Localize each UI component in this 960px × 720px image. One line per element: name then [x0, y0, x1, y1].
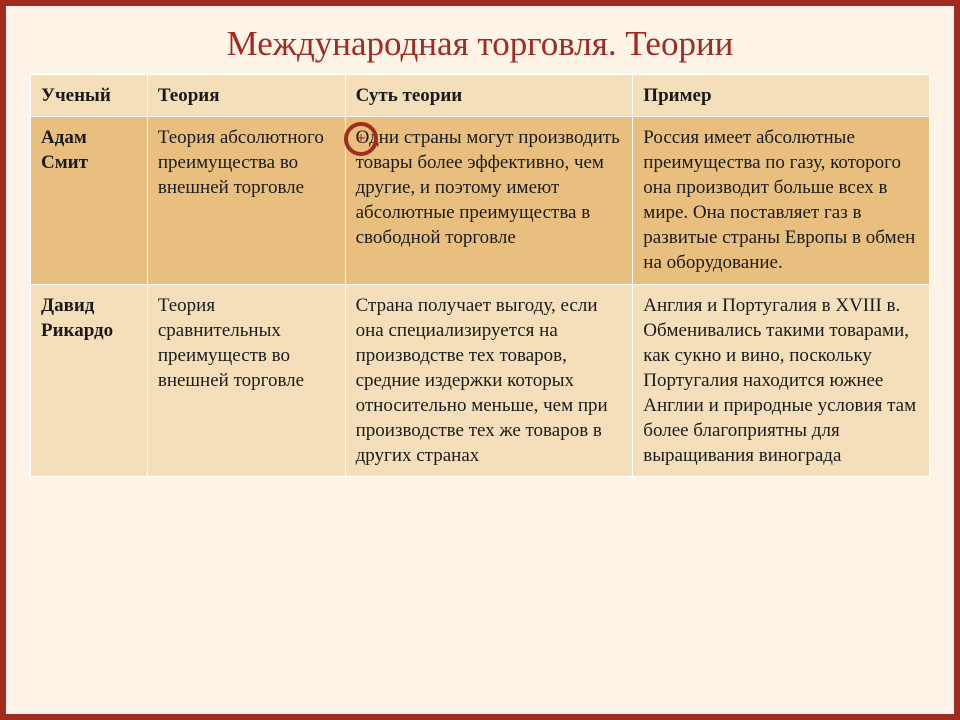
cell-essence: Страна получает выгоду, если она специал…	[345, 284, 633, 477]
cell-theory: Теория абсолютного преимущества во внешн…	[147, 117, 345, 284]
col-header-essence: Суть теории	[345, 75, 633, 117]
table-row: Давид Рикардо Теория сравнительных преим…	[31, 284, 930, 477]
cell-example: Россия имеет абсолютные преимущества по …	[633, 117, 930, 284]
table-body: Адам Смит Теория абсолютного преимуществ…	[31, 117, 930, 477]
cell-example: Англия и Португалия в XVIII в. Обменивал…	[633, 284, 930, 477]
cell-scientist: Давид Рикардо	[31, 284, 148, 477]
col-header-scientist: Ученый	[31, 75, 148, 117]
theories-table: Ученый Теория Суть теории Пример Адам См…	[30, 74, 930, 477]
slide-title: Международная торговля. Теории	[30, 24, 930, 64]
col-header-example: Пример	[633, 75, 930, 117]
col-header-theory: Теория	[147, 75, 345, 117]
table-header-row: Ученый Теория Суть теории Пример	[31, 75, 930, 117]
table-row: Адам Смит Теория абсолютного преимуществ…	[31, 117, 930, 284]
cell-essence: Одни страны могут производить товары бол…	[345, 117, 633, 284]
cell-theory: Теория сравнительных преимуществ во внеш…	[147, 284, 345, 477]
cell-scientist: Адам Смит	[31, 117, 148, 284]
slide-container: Международная торговля. Теории Ученый Те…	[0, 0, 960, 720]
